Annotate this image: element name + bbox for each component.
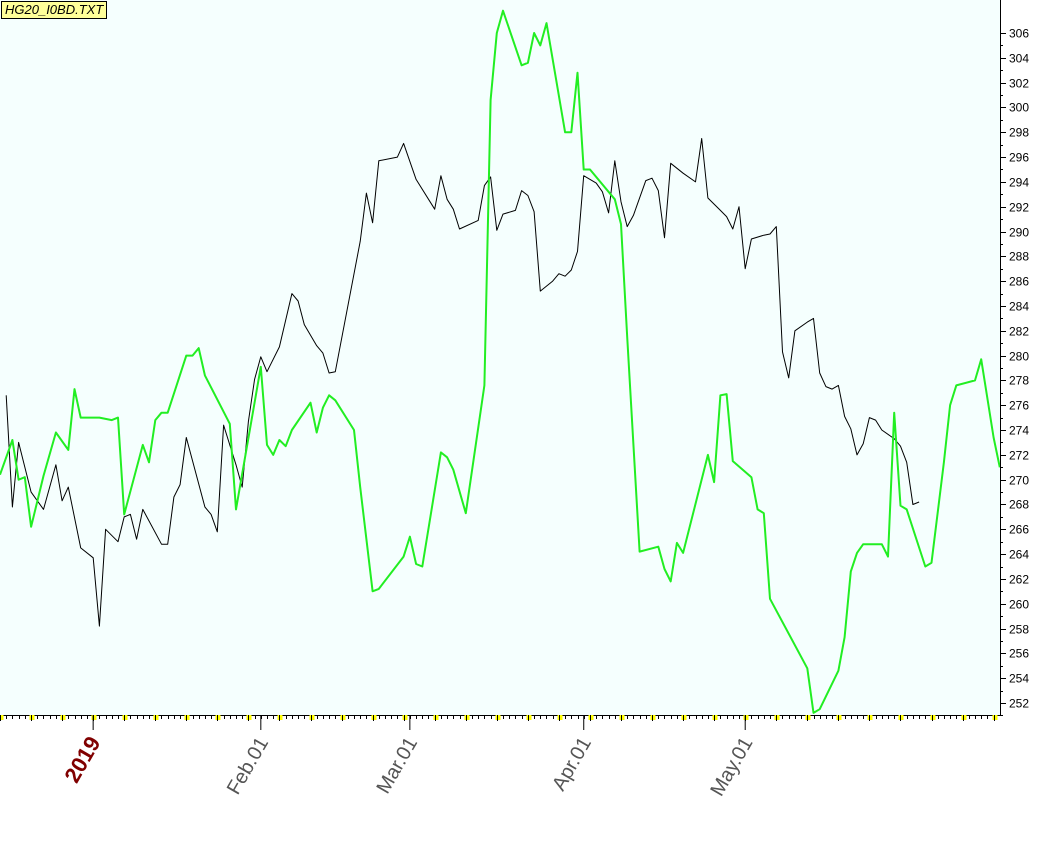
series-layer xyxy=(0,9,1001,714)
y-tick-label: 276 xyxy=(1009,399,1029,413)
x-month-label: May.01 xyxy=(706,734,757,801)
x-month-label: Feb.01 xyxy=(223,734,273,799)
y-tick-label: 280 xyxy=(1009,350,1029,364)
y-tick-label: 262 xyxy=(1009,573,1029,587)
x-year-label: 2019 xyxy=(59,732,105,787)
y-tick-label: 298 xyxy=(1009,126,1029,140)
plot-area xyxy=(0,0,1000,715)
y-tick-label: 284 xyxy=(1009,300,1029,314)
y-tick-label: 290 xyxy=(1009,226,1029,240)
y-tick-label: 264 xyxy=(1009,548,1029,562)
y-tick-label: 302 xyxy=(1009,77,1029,91)
y-tick-label: 296 xyxy=(1009,151,1029,165)
y-tick-label: 258 xyxy=(1009,623,1029,637)
file-name-label: HG20_I0BD.TXT xyxy=(1,1,108,19)
y-tick-label: 252 xyxy=(1009,697,1029,711)
x-week-marker xyxy=(0,715,4,720)
y-tick-label: 304 xyxy=(1009,52,1029,66)
y-tick-label: 306 xyxy=(1009,27,1029,41)
series-line-green xyxy=(0,9,1001,714)
x-axis: 2019 Feb.01 Mar.01 Apr.01 May.01 xyxy=(0,715,1000,800)
y-tick-label: 288 xyxy=(1009,250,1029,264)
y-tick-label: 294 xyxy=(1009,176,1029,190)
y-tick-label: 292 xyxy=(1009,201,1029,215)
y-tick-label: 278 xyxy=(1009,374,1029,388)
y-tick-label: 300 xyxy=(1009,101,1029,115)
y-axis: 252 254 256 258 260 262 264 266 268 270 272 274 276 2… xyxy=(1000,0,1029,716)
y-tick-label: 286 xyxy=(1009,275,1029,289)
y-tick-label: 260 xyxy=(1009,598,1029,612)
y-tick-label: 274 xyxy=(1009,424,1029,438)
y-tick-label: 272 xyxy=(1009,449,1029,463)
y-tick-label: 282 xyxy=(1009,325,1029,339)
x-month-label: Mar.01 xyxy=(373,734,423,798)
y-tick-label: 270 xyxy=(1009,474,1029,488)
x-month-label: Apr.01 xyxy=(548,734,596,795)
y-tick-label: 266 xyxy=(1009,523,1029,537)
y-tick-label: 268 xyxy=(1009,498,1029,512)
y-tick-label: 256 xyxy=(1009,647,1029,661)
y-tick-label: 254 xyxy=(1009,672,1029,686)
series-line-black xyxy=(5,138,920,627)
